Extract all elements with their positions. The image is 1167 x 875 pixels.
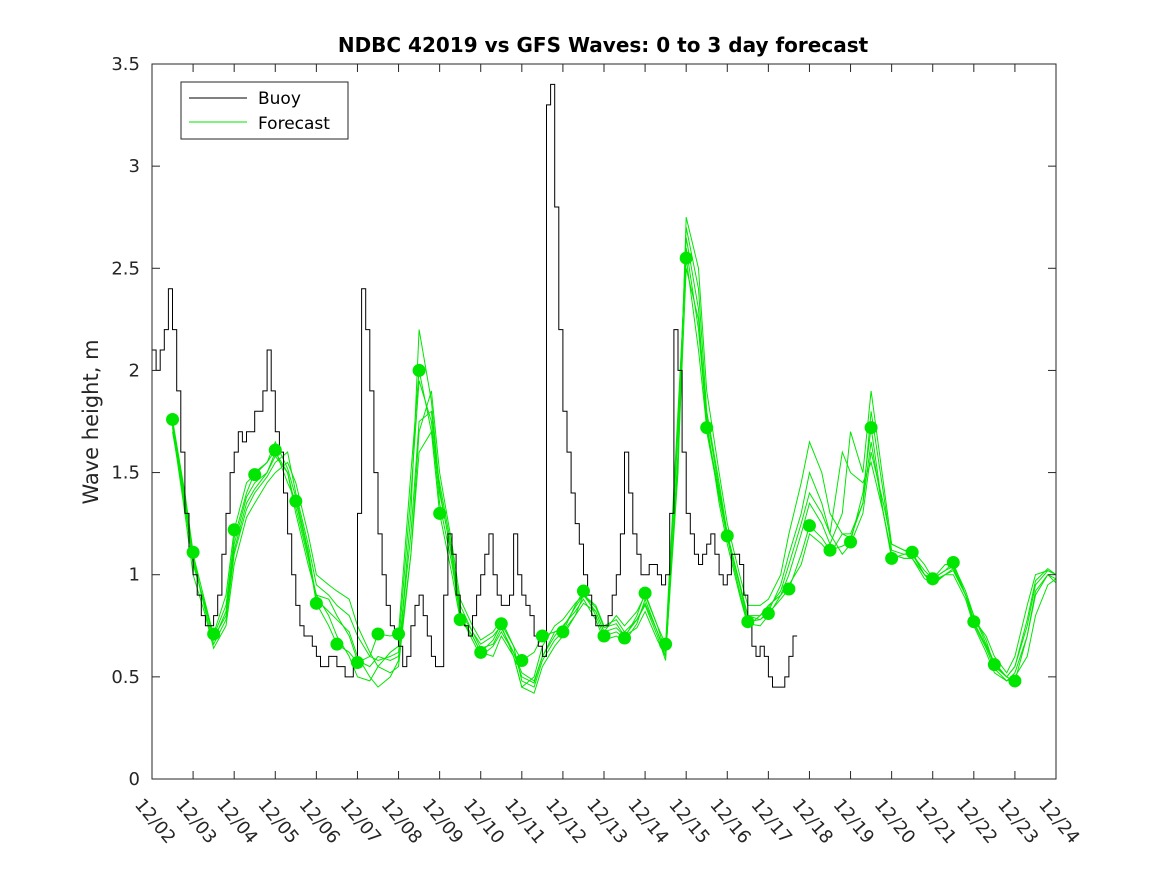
forecast-marker: [433, 506, 447, 520]
forecast-marker: [309, 596, 323, 610]
forecast-marker: [412, 363, 426, 377]
forecast-marker: [987, 658, 1001, 672]
legend-buoy-label: Buoy: [258, 89, 301, 109]
y-tick-label: 0.5: [111, 667, 140, 688]
forecast-marker: [330, 637, 344, 651]
y-tick-label: 3: [129, 156, 140, 177]
forecast-marker: [823, 543, 837, 557]
forecast-marker: [576, 584, 590, 598]
forecast-marker: [618, 631, 632, 645]
forecast-marker: [186, 545, 200, 559]
forecast-marker: [679, 251, 693, 265]
y-tick-label: 1.5: [111, 463, 140, 484]
plot-area: [152, 83, 1057, 694]
forecast-marker: [597, 629, 611, 643]
forecast-marker: [392, 627, 406, 641]
forecast-marker: [885, 551, 899, 565]
forecast-marker: [926, 572, 940, 586]
y-tick-label: 2: [129, 360, 140, 381]
legend-box: [180, 81, 349, 140]
forecast-marker: [761, 607, 775, 621]
forecast-marker: [741, 615, 755, 629]
forecast-marker: [248, 468, 262, 482]
buoy-series-line: [152, 83, 798, 688]
forecast-marker: [1008, 674, 1022, 688]
forecast-marker: [289, 494, 303, 508]
forecast-marker: [700, 421, 714, 435]
forecast-marker: [844, 535, 858, 549]
chart-title: NDBC 42019 vs GFS Waves: 0 to 3 day fore…: [338, 33, 869, 57]
forecast-series-line: [172, 268, 1057, 682]
forecast-marker: [207, 627, 221, 641]
forecast-marker: [350, 656, 364, 670]
forecast-marker: [946, 555, 960, 569]
legend-forecast-label: Forecast: [258, 114, 330, 134]
forecast-marker: [802, 519, 816, 533]
y-tick-label: 0: [129, 769, 140, 790]
forecast-marker: [227, 523, 241, 537]
forecast-marker: [720, 529, 734, 543]
forecast-marker: [782, 582, 796, 596]
y-tick-label: 3.5: [111, 54, 140, 75]
forecast-marker: [268, 443, 282, 457]
forecast-marker: [638, 586, 652, 600]
forecast-marker: [864, 421, 878, 435]
y-axis-label: Wave height, m: [79, 339, 103, 504]
forecast-marker: [905, 545, 919, 559]
y-tick-label: 2.5: [111, 258, 140, 279]
y-tick-label: 1: [129, 565, 140, 586]
forecast-marker: [453, 613, 467, 627]
forecast-marker: [515, 654, 529, 668]
legend: Buoy Forecast: [180, 81, 349, 140]
forecast-marker: [371, 627, 385, 641]
forecast-marker: [474, 645, 488, 659]
forecast-marker: [494, 617, 508, 631]
forecast-marker: [166, 412, 180, 426]
forecast-marker: [535, 629, 549, 643]
forecast-marker: [556, 625, 570, 639]
forecast-marker: [659, 637, 673, 651]
forecast-marker: [967, 615, 981, 629]
